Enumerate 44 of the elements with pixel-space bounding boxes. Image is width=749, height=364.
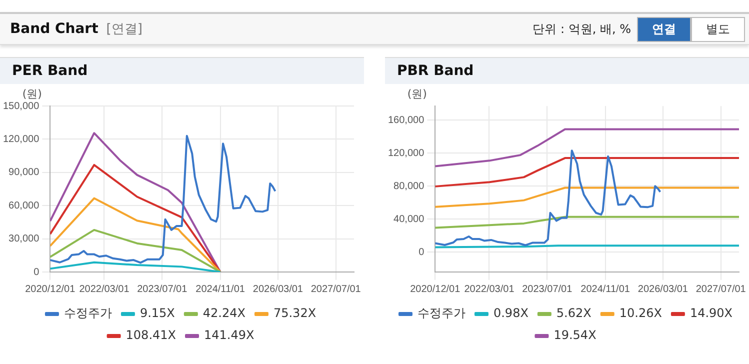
x-tick-label: 2024/11/01 (580, 284, 630, 295)
y-tick-label: 150,000 (2, 100, 40, 112)
y-tick-label: 30,000 (8, 234, 40, 245)
y-tick-label: 120,000 (2, 134, 40, 145)
legend-label: 14.90X (690, 306, 733, 320)
legend-label: 5.62X (556, 306, 592, 320)
chart-title: PER Band (0, 57, 364, 84)
text: Band Chart (10, 21, 98, 37)
y-tick-label: 40,000 (394, 214, 425, 225)
x-tick-label: 2024/11/01 (196, 284, 246, 295)
legend-label: 19.54X (554, 328, 596, 342)
legend-label: 42.24X (202, 306, 246, 320)
x-tick-label: 2023/07/01 (522, 284, 573, 295)
y-tick-label: 0 (34, 266, 40, 278)
x-tick-label: 2022/03/01 (464, 284, 515, 295)
legend-label: 141.49X (204, 328, 254, 342)
y-axis-title: (원) (407, 87, 427, 100)
text: 별도 (691, 16, 745, 42)
x-tick-label: 2026/03/01 (638, 284, 688, 295)
y-tick-label: 60,000 (8, 200, 40, 212)
legend-label: 108.41X (126, 328, 176, 342)
x-tick-label: 2026/03/01 (252, 284, 304, 295)
y-tick-label: 90,000 (8, 167, 40, 178)
legend-label: 0.98X (493, 306, 528, 320)
x-tick-label: 2020/12/01 (410, 284, 461, 295)
chart-title: PBR Band (385, 57, 749, 84)
y-tick-label: 0 (418, 246, 425, 258)
x-tick-label: 2020/12/01 (25, 284, 76, 295)
x-tick-label: 2023/07/01 (137, 284, 188, 295)
text: [연결] (106, 21, 142, 38)
legend-label: 10.26X (619, 306, 662, 320)
legend-label: 9.15X (140, 306, 175, 320)
y-axis-title: (원) (22, 87, 42, 100)
x-tick-label: 2027/07/01 (310, 284, 362, 295)
text: 단위 : 억원, 배, % (532, 20, 631, 38)
legend-label: 75.32X (273, 306, 316, 320)
legend-label: 수정주가 (64, 306, 112, 320)
y-tick-label: 120,000 (388, 148, 425, 159)
x-tick-label: 2027/07/01 (696, 284, 746, 295)
legend-label: 수정주가 (417, 306, 466, 320)
y-tick-label: 80,000 (394, 180, 425, 192)
x-tick-label: 2022/03/01 (79, 284, 130, 295)
y-tick-label: 160,000 (388, 114, 425, 126)
text: 연결 (637, 16, 691, 42)
